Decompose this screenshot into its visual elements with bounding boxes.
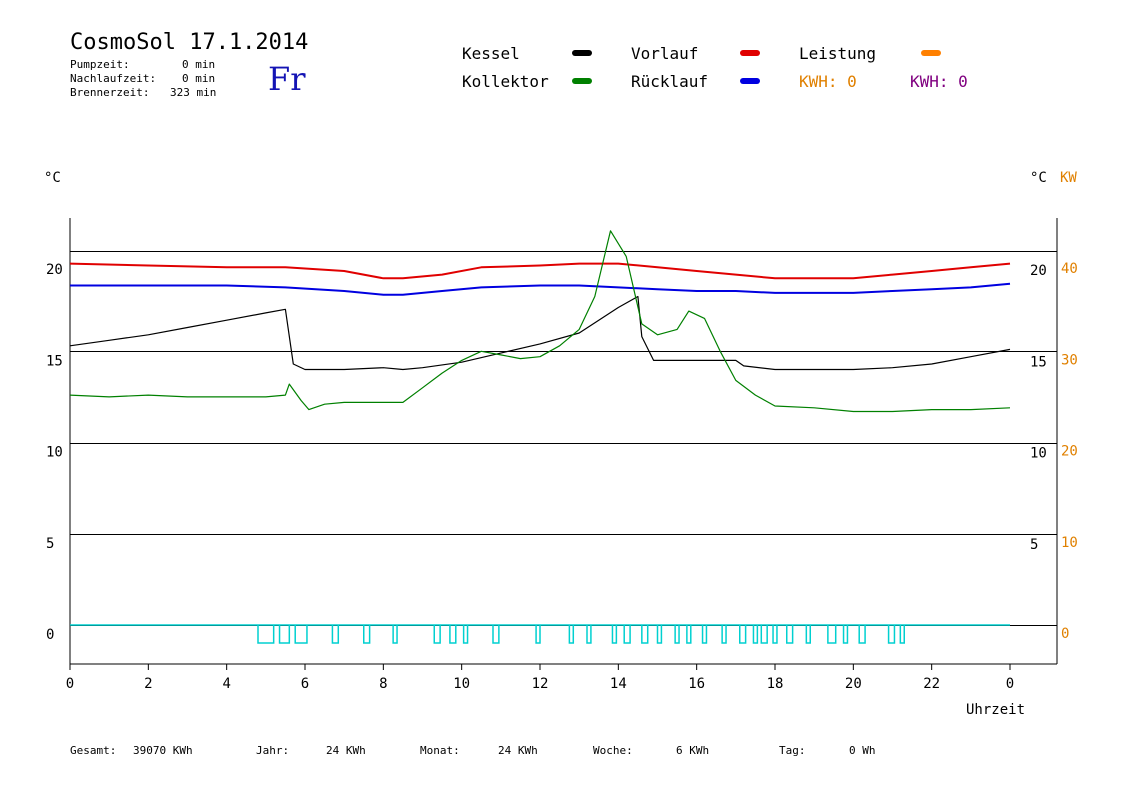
- y-right-kw-tick-label: 30: [1061, 352, 1078, 368]
- x-tick-label: 18: [767, 676, 784, 692]
- pump-pulse: [656, 625, 663, 644]
- pump-pulse: [772, 625, 778, 644]
- legend-leistung-swatch: [921, 50, 941, 56]
- x-tick-label: 22: [923, 676, 940, 692]
- y-right-kw-tick-label: 0: [1061, 626, 1069, 642]
- pump-pulse: [701, 625, 708, 644]
- pump-pulse: [674, 625, 680, 644]
- legend-kollektor-label: Kollektor: [462, 72, 549, 91]
- pump-pulse: [257, 625, 275, 644]
- legend-kessel-swatch: [572, 50, 592, 56]
- series-ruecklauf: [70, 282, 1011, 296]
- footer-jahr-value: 24 KWh: [326, 744, 366, 757]
- x-tick-label: 4: [222, 676, 230, 692]
- nachlaufzeit-value: 0 min: [182, 72, 216, 85]
- footer-woche-value: 6 KWh: [676, 744, 710, 757]
- pump-pulse: [462, 625, 469, 644]
- x-tick-label: 16: [688, 676, 705, 692]
- footer-tag-label: Tag:: [779, 744, 806, 757]
- brennerzeit-label: Brennerzeit:: [70, 86, 150, 99]
- legend-kollektor-swatch: [572, 78, 592, 84]
- pump-pulse: [449, 625, 457, 644]
- chart-title: CosmoSol 17.1.2014: [70, 30, 309, 55]
- pump-pulse: [721, 625, 727, 644]
- footer-gesamt-value: 39070 KWh: [133, 744, 193, 757]
- y-left-tick-label: 5: [46, 536, 54, 552]
- brennerzeit-value: 323 min: [170, 86, 217, 99]
- x-tick-label: 8: [379, 676, 387, 692]
- pump-pulse: [842, 625, 849, 644]
- footer-woche-label: Woche:: [593, 744, 633, 757]
- legend-ruecklauf-label: Rücklauf: [631, 72, 709, 91]
- y-left-tick-label: 0: [46, 627, 54, 643]
- y-left-tick-label: 15: [46, 353, 63, 369]
- footer-tag-value: 0 Wh: [849, 744, 876, 757]
- x-tick-label: 2: [144, 676, 152, 692]
- pump-pulse: [568, 625, 575, 644]
- pump-pulse: [392, 625, 398, 644]
- pump-pulse: [887, 625, 896, 644]
- right-axis-kw-unit: KW: [1060, 170, 1077, 186]
- x-tick-label: 0: [66, 676, 74, 692]
- weekday-label: Fr: [268, 60, 306, 98]
- pump-pulse: [535, 625, 541, 644]
- pump-pulse: [827, 625, 837, 644]
- y-right-kw-tick-label: 20: [1061, 444, 1078, 460]
- y-right-tick-label: 15: [1030, 354, 1047, 370]
- y-right-tick-label: 10: [1030, 446, 1047, 462]
- series-kollektor: [69, 230, 1011, 413]
- pump-pulse: [611, 625, 618, 644]
- legend-leistung-label: Leistung: [799, 44, 877, 63]
- pump-pulse: [492, 625, 500, 644]
- legend-ruecklauf-swatch: [740, 78, 760, 84]
- pump-pulse: [586, 625, 592, 644]
- right-axis-unit: °C: [1030, 170, 1047, 186]
- footer-jahr-label: Jahr:: [256, 744, 290, 757]
- x-tick-label: 0: [1006, 676, 1014, 692]
- pump-pulse: [760, 625, 768, 644]
- pump-pulse: [331, 625, 340, 644]
- pump-pulse: [278, 625, 291, 644]
- footer-monat-label: Monat:: [420, 744, 460, 757]
- pumpzeit-value: 0 min: [182, 58, 216, 71]
- y-right-tick-label: 20: [1030, 263, 1047, 279]
- pump-pulse: [739, 625, 747, 644]
- footer-monat-value: 24 KWh: [498, 744, 538, 757]
- y-right-kw-tick-label: 40: [1061, 261, 1078, 277]
- series-vorlauf: [69, 262, 1011, 280]
- pumpzeit-label: Pumpzeit:: [70, 58, 130, 71]
- x-tick-label: 14: [610, 676, 627, 692]
- pump-pulse: [623, 625, 631, 644]
- pump-pulse: [294, 625, 308, 644]
- x-tick-label: 10: [453, 676, 470, 692]
- pump-pulse: [899, 625, 905, 644]
- pump-pulse: [433, 625, 441, 644]
- pump-pulse: [858, 625, 866, 644]
- footer-gesamt-label: Gesamt:: [70, 744, 117, 757]
- pump-pulse: [786, 625, 794, 644]
- nachlaufzeit-label: Nachlaufzeit:: [70, 72, 157, 85]
- y-right-tick-label: 5: [1030, 537, 1038, 553]
- pump-pulse: [752, 625, 759, 644]
- pump-pulse: [805, 625, 811, 644]
- x-axis-label: Uhrzeit: [966, 702, 1026, 718]
- legend-kwh-orange: KWH: 0: [799, 72, 857, 91]
- y-left-tick-label: 10: [46, 445, 63, 461]
- pump-pulse: [686, 625, 692, 644]
- legend-vorlauf-swatch: [740, 50, 760, 56]
- y-left-tick-label: 20: [46, 262, 63, 278]
- pump-pulse: [363, 625, 371, 644]
- x-tick-label: 12: [532, 676, 549, 692]
- left-axis-unit: °C: [44, 170, 61, 186]
- legend-vorlauf-label: Vorlauf: [631, 44, 699, 63]
- legend-kessel-label: Kessel: [462, 44, 520, 63]
- legend-kwh-purple: KWH: 0: [910, 72, 968, 91]
- x-tick-label: 6: [301, 676, 309, 692]
- y-right-kw-tick-label: 10: [1061, 535, 1078, 551]
- x-tick-label: 20: [845, 676, 862, 692]
- series-kessel: [69, 295, 1011, 371]
- pump-pulse: [641, 625, 649, 644]
